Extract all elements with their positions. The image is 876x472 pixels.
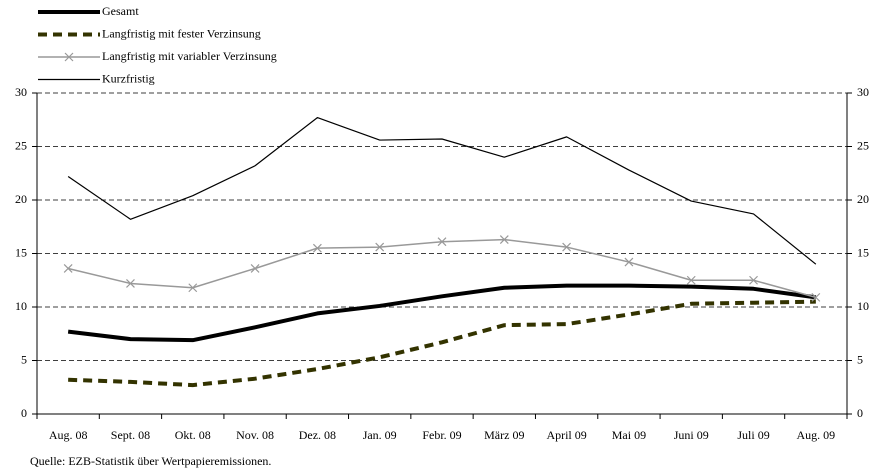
series-line bbox=[67, 283, 817, 343]
marker bbox=[686, 275, 696, 285]
x-tick-label: Mai 09 bbox=[612, 428, 646, 442]
marker bbox=[312, 243, 322, 253]
x-tick-label: Jan. 09 bbox=[363, 428, 397, 442]
y2-tick-label: 0 bbox=[857, 406, 863, 420]
x-tick-label: Sept. 08 bbox=[111, 428, 150, 442]
x-tick-label: Febr. 09 bbox=[422, 428, 461, 442]
marker bbox=[63, 264, 73, 273]
y-tick-label: 30 bbox=[15, 85, 27, 99]
series-line bbox=[68, 299, 816, 388]
y2-tick-label: 25 bbox=[857, 138, 869, 152]
source-note: Quelle: EZB-Statistik über Wertpapieremi… bbox=[30, 454, 271, 468]
y-tick-label: 20 bbox=[15, 192, 27, 206]
y-tick-label: 15 bbox=[15, 245, 27, 259]
marker bbox=[375, 242, 385, 252]
x-tick-label: Aug. 08 bbox=[49, 428, 88, 442]
y-tick-label: 5 bbox=[21, 352, 27, 366]
marker bbox=[188, 283, 198, 293]
y2-tick-label: 30 bbox=[857, 85, 869, 99]
marker bbox=[562, 242, 572, 252]
y-tick-label: 10 bbox=[15, 299, 27, 313]
marker bbox=[624, 257, 634, 267]
x-tick-label: Okt. 08 bbox=[175, 428, 211, 442]
x-tick-label: Dez. 08 bbox=[299, 428, 336, 442]
marker bbox=[749, 275, 758, 285]
y2-tick-label: 20 bbox=[857, 192, 869, 206]
y2-tick-label: 5 bbox=[857, 352, 863, 366]
legend-marker bbox=[64, 52, 74, 62]
marker bbox=[250, 264, 260, 273]
marker bbox=[437, 237, 447, 247]
x-tick-label: Nov. 08 bbox=[236, 428, 274, 442]
marker bbox=[499, 235, 509, 245]
x-tick-label: März 09 bbox=[484, 428, 524, 442]
x-tick-label: Aug. 09 bbox=[797, 428, 836, 442]
legend-label: Langfristig mit variabler Verzinsung bbox=[102, 49, 277, 63]
y2-tick-label: 10 bbox=[857, 299, 869, 313]
y-tick-label: 0 bbox=[21, 406, 27, 420]
legend-label: Langfristig mit fester Verzinsung bbox=[102, 26, 261, 40]
legend-label: Gesamt bbox=[102, 4, 139, 18]
x-tick-label: Juli 09 bbox=[737, 428, 769, 442]
marker bbox=[811, 292, 821, 302]
legend-label: Kurzfristig bbox=[102, 71, 155, 85]
y2-tick-label: 15 bbox=[857, 245, 869, 259]
series-line bbox=[67, 117, 817, 265]
x-tick-label: April 09 bbox=[546, 428, 586, 442]
x-tick-label: Juni 09 bbox=[674, 428, 709, 442]
marker bbox=[126, 279, 135, 288]
y-tick-label: 25 bbox=[15, 138, 27, 152]
